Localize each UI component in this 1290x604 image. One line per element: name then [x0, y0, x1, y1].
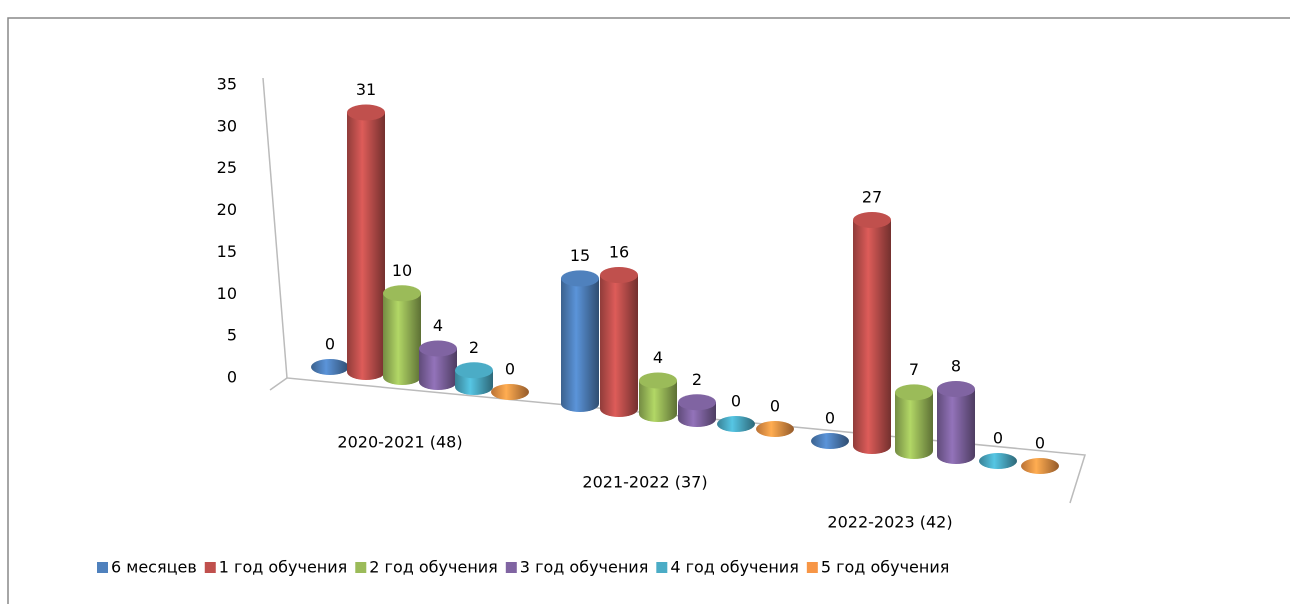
cylinder-top [383, 285, 421, 302]
y-tick-label: 10 [217, 284, 237, 303]
data-label: 4 [433, 316, 443, 335]
data-label: 0 [1035, 434, 1045, 453]
cylinder-top [419, 340, 457, 357]
legend-swatch [656, 562, 668, 573]
cylinder-top [600, 267, 638, 284]
legend-swatch [204, 562, 216, 573]
y-tick-label: 20 [217, 200, 237, 219]
cylinder-base [311, 359, 349, 375]
cylinder-body [600, 275, 638, 417]
y-tick-label: 15 [217, 242, 237, 261]
cylinder [455, 362, 493, 395]
cylinder [756, 421, 794, 437]
y-tick-label: 5 [227, 326, 237, 345]
cylinder [853, 211, 891, 454]
cylinder [491, 384, 529, 400]
cylinder [811, 433, 849, 449]
data-label: 7 [909, 360, 919, 379]
cylinder-top [455, 362, 493, 379]
cylinder [678, 394, 716, 427]
cylinder-top [937, 381, 975, 398]
floor-edge [269, 377, 288, 391]
legend-label: 2 год обучения [369, 558, 498, 577]
legend-swatch [355, 562, 367, 573]
cylinder [639, 372, 677, 422]
legend-label: 5 год обучения [821, 558, 950, 577]
x-tick-label: 2020-2021 (48) [337, 433, 462, 452]
data-label: 2 [469, 338, 479, 357]
cylinder-base [756, 421, 794, 437]
cylinder [347, 104, 385, 380]
cylinder-top [347, 104, 385, 121]
y-tick-label: 35 [217, 75, 237, 94]
data-label: 10 [392, 261, 412, 280]
cylinder-top [895, 384, 933, 401]
cylinder-top [853, 211, 891, 228]
data-label: 0 [770, 397, 780, 416]
legend-swatch [505, 562, 517, 573]
legend-label: 3 год обучения [520, 558, 649, 577]
cylinder-top [639, 372, 677, 389]
cylinder-base [979, 453, 1017, 469]
cylinder [600, 267, 638, 417]
y-tick-label: 30 [217, 116, 237, 135]
y-tick-label: 25 [217, 158, 237, 177]
data-label: 0 [731, 392, 741, 411]
cylinder-body [639, 380, 677, 422]
cylinder [717, 416, 755, 432]
y-tick-label: 0 [227, 368, 237, 387]
cylinder-body [895, 392, 933, 459]
data-label: 0 [505, 360, 515, 379]
data-label: 8 [951, 357, 961, 376]
cylinder [979, 453, 1017, 469]
data-label: 4 [653, 348, 663, 367]
legend-label: 1 год обучения [219, 558, 348, 577]
cylinder [419, 340, 457, 390]
legend-label: 4 год обучения [670, 558, 799, 577]
data-label: 31 [356, 80, 376, 99]
cylinder [937, 381, 975, 464]
x-tick-label: 2022-2023 (42) [827, 513, 952, 532]
cylinder [383, 285, 421, 385]
data-label: 27 [862, 187, 882, 206]
cylinder-base [491, 384, 529, 400]
legend-label: 6 месяцев [111, 558, 197, 577]
cylinder-base [1021, 458, 1059, 474]
cylinder [1021, 458, 1059, 474]
cylinder-body [937, 389, 975, 464]
chart-frame [7, 17, 1290, 604]
cylinder-body [419, 348, 457, 390]
cylinder-body [383, 293, 421, 385]
cylinder-body [561, 278, 599, 412]
cylinder [311, 359, 349, 375]
cylinder-top [561, 270, 599, 287]
cylinder-top [678, 394, 716, 411]
cylinder-base [811, 433, 849, 449]
data-label: 15 [570, 246, 590, 265]
legend-swatch [97, 562, 108, 573]
cylinder-body [347, 112, 385, 380]
data-label: 0 [325, 335, 335, 354]
cylinder-body [853, 219, 891, 454]
data-label: 0 [825, 409, 835, 428]
cylinder [561, 270, 599, 412]
data-label: 0 [993, 429, 1003, 448]
data-label: 2 [692, 370, 702, 389]
cylinder [895, 384, 933, 459]
cylinder-base [717, 416, 755, 432]
data-label: 16 [609, 243, 629, 262]
x-tick-label: 2021-2022 (37) [582, 473, 707, 492]
legend-swatch [806, 562, 818, 573]
